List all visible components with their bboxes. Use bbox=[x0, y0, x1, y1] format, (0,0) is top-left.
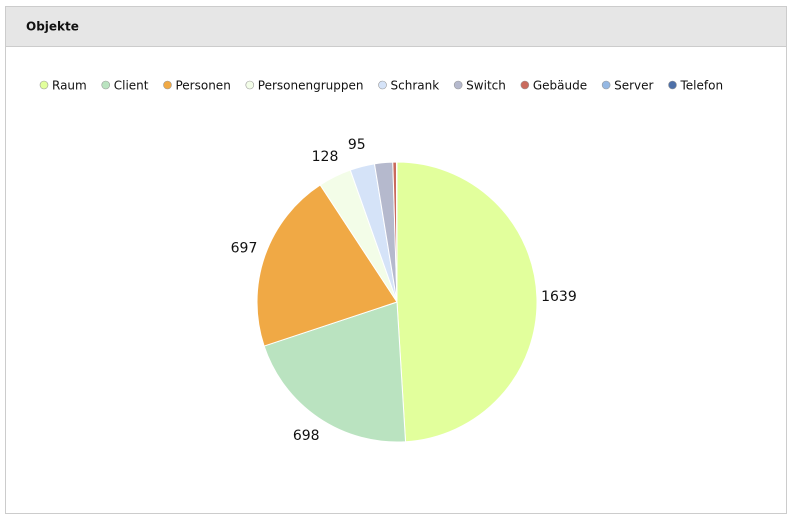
legend-marker bbox=[668, 81, 676, 89]
legend-label: Server bbox=[614, 79, 653, 93]
data-label: 1639 bbox=[541, 289, 577, 305]
panel-title: Objekte bbox=[26, 20, 79, 34]
legend-label: Client bbox=[114, 79, 149, 93]
legend-marker bbox=[163, 81, 171, 89]
legend-marker bbox=[602, 81, 610, 89]
legend-marker bbox=[454, 81, 462, 89]
data-label: 128 bbox=[312, 149, 339, 165]
legend-label: Telefon bbox=[679, 79, 723, 93]
legend-marker bbox=[246, 81, 254, 89]
data-label: 95 bbox=[348, 137, 366, 153]
legend-label: Raum bbox=[52, 79, 87, 93]
legend-marker bbox=[102, 81, 110, 89]
panel-header bbox=[6, 7, 786, 46]
legend-marker bbox=[521, 81, 529, 89]
legend-label: Personen bbox=[175, 79, 230, 93]
legend-marker bbox=[40, 81, 48, 89]
legend-label: Schrank bbox=[391, 79, 440, 93]
legend-label: Personengruppen bbox=[258, 79, 364, 93]
legend-label: Switch bbox=[466, 79, 506, 93]
legend-label: Gebäude bbox=[533, 79, 587, 93]
data-label: 698 bbox=[293, 428, 320, 444]
data-label: 697 bbox=[231, 241, 258, 257]
legend-marker bbox=[379, 81, 387, 89]
